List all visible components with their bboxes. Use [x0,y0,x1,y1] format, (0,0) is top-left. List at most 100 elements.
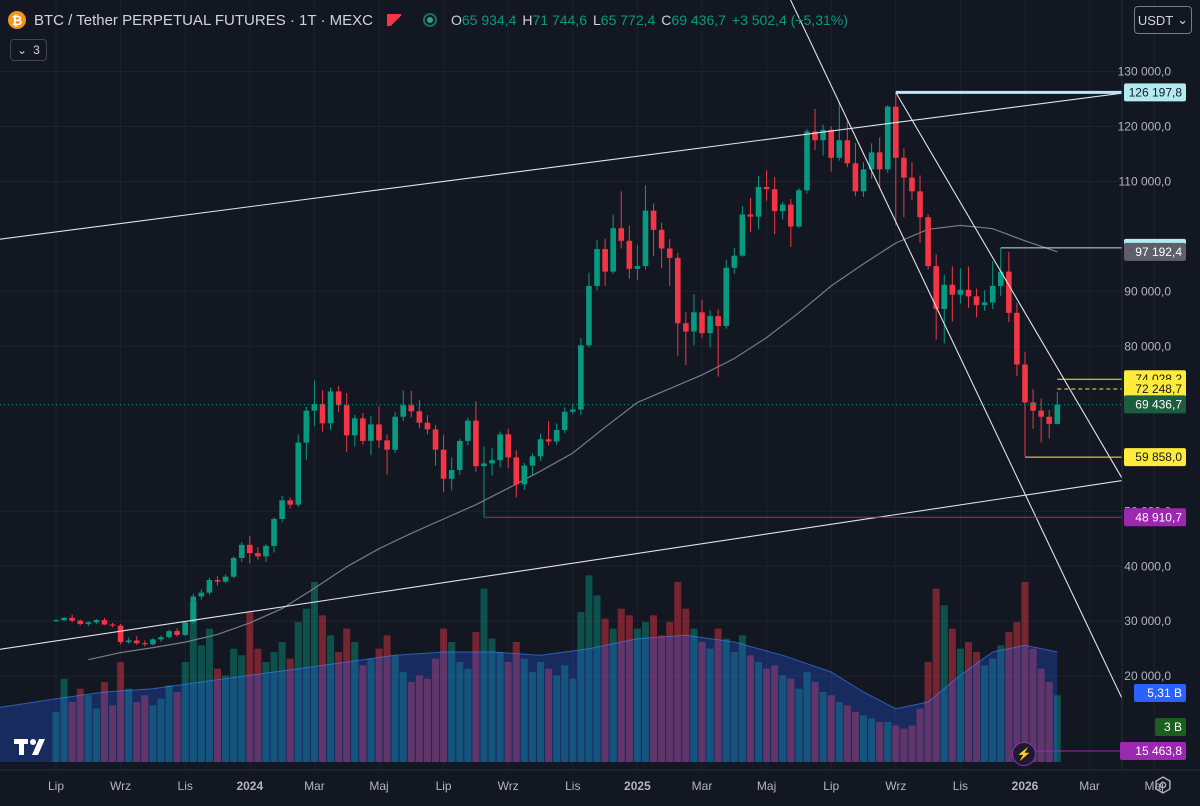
candle-body [206,579,213,593]
currency-label: USDT [1137,12,1174,28]
candle [400,390,407,422]
candle [343,393,350,452]
candle-body [150,639,156,645]
candle-body [642,210,649,267]
candle [303,406,310,460]
volume-bar [92,708,100,762]
candle-body [707,316,713,334]
candle-body [279,500,285,519]
candle [93,619,100,624]
volume-bar [561,665,569,762]
candle-body [997,271,1004,286]
volume-bar [60,678,68,762]
candle-body [844,140,851,164]
time-axis[interactable]: Lip Wrz Lis 2024 Mar Maj Lip Wrz Lis 2025 Mar Maj Li… [48,779,1164,793]
candle-body [424,422,431,430]
price-axis[interactable]: 130 000,0 120 000,0 110 000,0 90 000,0 80 00… [1118,65,1172,684]
candle-body [949,284,956,295]
candle [53,619,59,622]
candle [69,614,75,623]
currency-selector[interactable]: USDT ⌄ [1134,6,1192,34]
candle-body [1030,402,1036,411]
candle [820,124,826,156]
candle-body [529,456,536,466]
candle [481,446,487,517]
volume-bar [141,695,149,762]
candle [513,450,520,498]
volume-bar [165,685,173,762]
volume-ma-area [0,635,1058,762]
market-status-icon[interactable] [422,13,437,27]
candle [311,380,318,427]
gear-icon[interactable] [1154,776,1172,794]
candle-body [933,266,939,309]
price-label-text: 59 858,0 [1135,450,1182,464]
volume-bar [415,675,423,762]
candle [570,403,576,415]
candle-body [1046,416,1053,424]
volume-bar [528,672,536,762]
candle [553,423,560,445]
candle-body [93,620,100,623]
price-label: 97 192,4 [1124,242,1186,261]
volume-bar [617,608,625,762]
candle-body [570,409,576,412]
volume-bar [868,718,876,762]
time-tick-label: Maj [757,779,776,793]
candle [521,462,528,490]
flag-icon[interactable] [386,14,401,26]
candle [860,162,867,197]
candle [190,593,197,624]
candle [610,214,616,274]
candle [473,401,479,472]
volume-bar [674,582,682,762]
candle-body [327,391,334,424]
volume-bar [173,692,181,762]
candle-body [335,391,342,406]
candle-body [828,129,834,158]
candle [456,438,463,475]
candle [1022,351,1028,457]
candle-body [77,620,84,624]
candle [489,448,495,476]
candle [683,312,689,366]
symbol-title[interactable]: BTC / Tether PERPETUAL FUTURES · 1T · ME… [34,11,373,29]
indicators-toggle-button[interactable]: ⌄ 3 [10,39,47,61]
candle [376,406,382,449]
volume-bar [997,645,1005,762]
candle [965,266,972,308]
candle-body [190,596,197,623]
time-tick-label: Lip [823,779,839,793]
candle-body [699,312,705,334]
volume-bar [763,668,771,762]
price-tick-label: 40 000,0 [1124,559,1171,573]
volume-bar [843,705,851,762]
volume-bar [310,582,318,762]
candle [222,574,229,584]
candle [125,637,132,644]
volume-bar [262,662,270,762]
volume-bar [835,702,843,762]
bolt-icon[interactable]: ⚡ [1012,742,1036,766]
candle-body [263,545,269,557]
trend-line[interactable] [895,92,1200,670]
candle [957,268,964,304]
time-tick-label: 2026 [1012,779,1039,793]
candle-body [804,131,810,191]
candle [319,390,326,432]
volume-bar [738,635,746,762]
candle [545,421,552,446]
tradingview-logo-icon[interactable] [14,736,54,756]
trend-line[interactable] [783,0,1122,699]
volume-bar [641,622,649,762]
trend-line[interactable] [0,39,1200,253]
volume-bar [117,662,125,762]
candle-body [182,622,188,635]
candle-body [731,255,738,268]
trend-line[interactable] [0,456,1200,665]
candle-body [368,424,374,441]
candle [416,400,423,429]
price-tick-label: 120 000,0 [1118,119,1172,133]
volume-bar [399,672,407,762]
